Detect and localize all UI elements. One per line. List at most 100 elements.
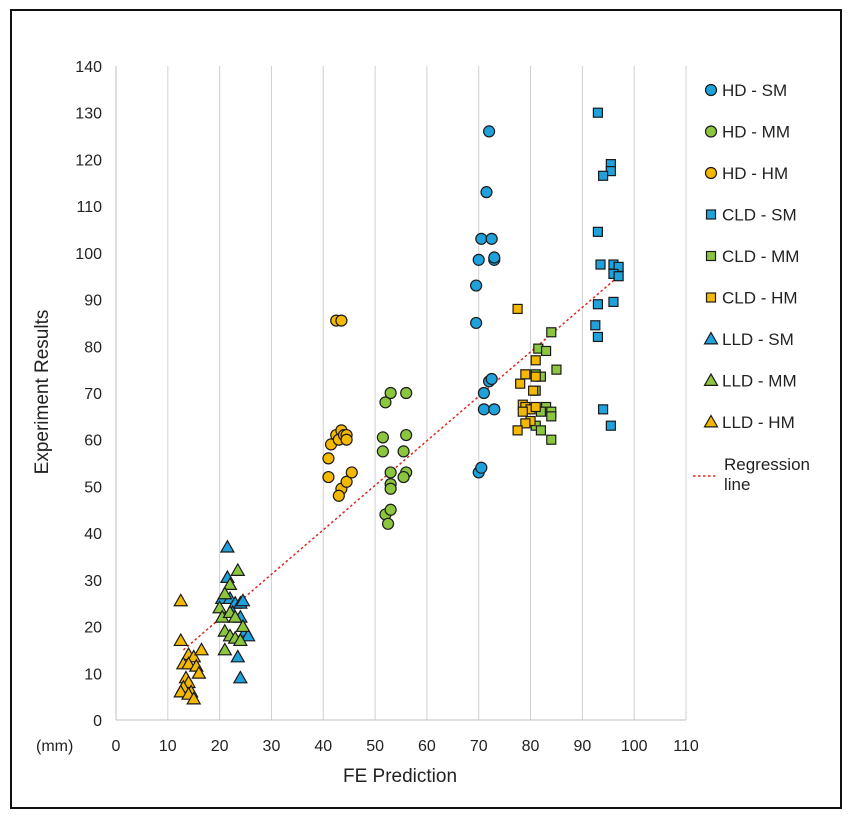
y-axis-title: Experiment Results xyxy=(32,310,53,475)
data-point-cld-mm xyxy=(546,411,557,422)
data-point-hd-mm xyxy=(384,503,397,516)
data-point-lld-hm xyxy=(173,684,189,698)
data-point-hd-hm xyxy=(340,475,353,488)
data-point-hd-hm xyxy=(322,452,335,465)
grid-lines xyxy=(167,66,687,720)
data-point-hd-hm xyxy=(322,470,335,484)
data-point-cld-mm xyxy=(546,434,557,445)
data-point-hd-sm xyxy=(488,403,501,416)
legend-label-regression: line xyxy=(724,475,750,494)
data-point-hd-mm xyxy=(397,470,410,484)
legend-marker-hd-hm xyxy=(704,166,718,180)
data-point-hd-mm xyxy=(384,386,397,400)
data-point-lld-mm xyxy=(227,609,243,623)
data-point-lld-hm xyxy=(173,632,189,647)
data-point-lld-hm xyxy=(193,642,210,656)
data-point-hd-sm xyxy=(485,232,498,245)
data-point-hd-sm xyxy=(477,386,491,400)
data-point-lld-mm xyxy=(232,632,248,647)
data-point-cld-sm xyxy=(613,271,624,282)
y-tick-label: 40 xyxy=(84,526,102,543)
x-tick-label: 10 xyxy=(159,738,177,755)
data-point-lld-sm xyxy=(219,539,235,553)
y-tick-label: 0 xyxy=(93,713,102,730)
legend-label-hd-sm: HD - SM xyxy=(722,81,787,100)
legend-label-cld-hm: CLD - HM xyxy=(722,289,798,308)
data-point-lld-hm xyxy=(191,665,207,679)
legend-marker-hd-sm xyxy=(704,83,718,97)
data-point-cld-sm xyxy=(592,107,604,118)
data-point-hd-mm xyxy=(384,466,397,479)
data-point-lld-sm xyxy=(235,593,251,607)
data-point-hd-mm xyxy=(384,482,397,495)
y-tick-label: 30 xyxy=(84,573,102,590)
data-point-cld-hm xyxy=(530,371,541,382)
data-point-hd-sm xyxy=(470,279,483,292)
data-point-lld-sm xyxy=(230,649,246,663)
x-tick-label: 20 xyxy=(211,738,229,755)
data-point-cld-sm xyxy=(605,420,616,431)
data-point-hd-sm xyxy=(477,403,491,416)
data-point-hd-sm xyxy=(485,372,498,386)
legend-label-lld-mm: LLD - MM xyxy=(722,372,797,391)
data-point-cld-sm xyxy=(592,331,604,343)
data-point-cld-hm xyxy=(512,303,523,315)
y-tick-label: 70 xyxy=(84,386,102,403)
data-point-hd-sm xyxy=(475,461,488,474)
data-point-lld-sm xyxy=(240,628,256,642)
data-point-hd-mm xyxy=(376,445,389,458)
legend-marker-hd-mm xyxy=(704,125,718,138)
data-point-cld-hm xyxy=(512,425,523,436)
legend-label-cld-mm: CLD - MM xyxy=(722,247,799,266)
x-unit-label: (mm) xyxy=(36,738,73,755)
data-point-cld-hm xyxy=(517,406,528,417)
legend-marker-cld-hm xyxy=(705,292,717,303)
data-point-cld-sm xyxy=(597,170,609,181)
legend-label-cld-sm: CLD - SM xyxy=(722,206,797,225)
data-point-cld-hm xyxy=(520,369,531,380)
data-point-hd-mm xyxy=(397,445,410,458)
data-point-hd-mm xyxy=(379,396,392,409)
x-tick-label: 70 xyxy=(470,738,488,755)
data-point-lld-hm xyxy=(173,593,189,607)
x-tick-label: 60 xyxy=(418,738,436,755)
x-tick-label: 80 xyxy=(522,738,540,755)
data-point-lld-mm xyxy=(230,562,246,576)
y-tick-label: 20 xyxy=(84,620,102,637)
data-point-cld-sm xyxy=(608,296,619,308)
regression-line xyxy=(182,275,620,651)
data-point-lld-mm xyxy=(222,576,238,591)
x-tick-label: 110 xyxy=(673,738,699,755)
data-point-lld-hm xyxy=(181,656,197,670)
x-tick-label: 50 xyxy=(366,738,384,755)
legend-marker-cld-mm xyxy=(705,250,717,262)
legend: HD - SM HD - MM HD - HM CLD - SM CLD - MM CLD… xyxy=(693,81,810,494)
y-tick-label: 60 xyxy=(84,433,102,450)
data-point-cld-mm xyxy=(535,425,547,436)
data-point-hd-sm xyxy=(472,253,485,266)
y-tick-label: 50 xyxy=(84,479,102,496)
data-point-hd-sm xyxy=(482,125,496,138)
data-point-cld-hm xyxy=(515,378,526,389)
data-point-lld-mm xyxy=(217,586,233,600)
x-tick-label: 40 xyxy=(314,738,332,755)
data-point-cld-mm xyxy=(546,327,557,338)
x-axis-title: FE Prediction xyxy=(343,766,457,787)
data-point-cld-hm xyxy=(520,418,531,429)
data-point-hd-sm xyxy=(475,232,488,245)
legend-label-lld-sm: LLD - SM xyxy=(722,330,794,349)
data-point-hd-sm xyxy=(480,186,493,199)
y-tick-label: 10 xyxy=(84,666,102,683)
x-tick-label: 90 xyxy=(573,738,591,755)
x-tick-label: 30 xyxy=(263,738,281,755)
data-point-lld-mm xyxy=(212,600,228,614)
data-point-lld-hm xyxy=(186,691,202,705)
axis: 0 10 20 30 40 50 60 70 80 90 100 110 0 10 20 30 40 50 60 70… xyxy=(75,59,699,755)
legend-marker-lld-mm xyxy=(703,372,719,386)
y-tick-label: 90 xyxy=(84,293,102,310)
y-tick-label: 140 xyxy=(75,59,102,76)
data-point-cld-sm xyxy=(592,226,604,237)
data-point-cld-sm xyxy=(590,320,601,331)
data-point-cld-hm xyxy=(528,385,539,396)
